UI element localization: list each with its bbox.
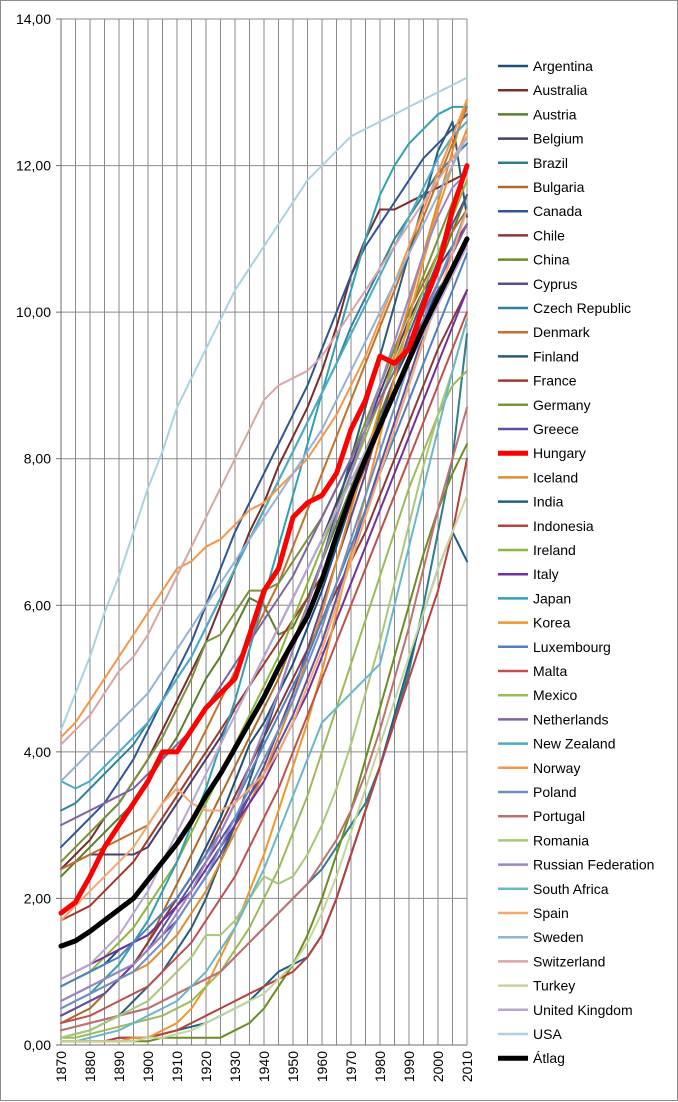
series-line-hungary xyxy=(58,163,470,916)
series-line-romania xyxy=(60,318,468,1039)
series-line-mexico xyxy=(60,369,468,1039)
legend-label-japan: Japan xyxy=(533,590,571,606)
series-line--tlag xyxy=(58,236,470,949)
series-lines xyxy=(58,76,470,1043)
legend-label-iceland: Iceland xyxy=(533,469,578,485)
legend-label-chile: Chile xyxy=(533,227,565,243)
series-line-norway xyxy=(60,98,468,739)
series-line-portugal xyxy=(60,406,468,1032)
x-tick-label: 1930 xyxy=(227,1051,243,1082)
y-tick-label: 2,00 xyxy=(24,890,51,906)
series-line-malta xyxy=(60,311,468,1024)
legend-label-united-kingdom: United Kingdom xyxy=(533,1002,633,1018)
legend-label-denmark: Denmark xyxy=(533,324,591,340)
legend-label-belgium: Belgium xyxy=(533,131,584,147)
legend-label-portugal: Portugal xyxy=(533,808,585,824)
series-line-ireland xyxy=(60,179,468,988)
y-tick-label: 10,00 xyxy=(16,304,51,320)
x-tick-label: 1960 xyxy=(314,1051,330,1082)
x-tick-label: 1980 xyxy=(372,1051,388,1082)
legend-label--tlag: Átlag xyxy=(533,1050,565,1066)
legend-label-russian-federation: Russian Federation xyxy=(533,857,654,873)
series-line-finland xyxy=(60,120,468,1039)
series-line-denmark xyxy=(60,105,468,871)
legend-label-argentina: Argentina xyxy=(533,58,593,74)
legend-label-switzerland: Switzerland xyxy=(533,953,605,969)
legend-label-finland: Finland xyxy=(533,348,579,364)
x-tick-label: 1870 xyxy=(53,1051,69,1082)
legend-label-brazil: Brazil xyxy=(533,155,568,171)
x-tick-label: 2010 xyxy=(459,1051,475,1082)
legend-label-poland: Poland xyxy=(533,784,577,800)
legend-label-indonesia: Indonesia xyxy=(533,518,594,534)
legend-label-france: France xyxy=(533,373,577,389)
series-line-canada xyxy=(60,113,468,849)
y-tick-label: 14,00 xyxy=(16,11,51,27)
x-tick-label: 1940 xyxy=(256,1051,272,1082)
legend-label-canada: Canada xyxy=(533,203,582,219)
series-line-usa xyxy=(60,76,468,731)
series-line-sweden xyxy=(60,135,468,783)
legend-label-south-africa: South Africa xyxy=(533,881,609,897)
legend-label-sweden: Sweden xyxy=(533,929,584,945)
series-line-indonesia xyxy=(60,457,468,1043)
y-tick-label: 4,00 xyxy=(24,744,51,760)
legend-label-luxembourg: Luxembourg xyxy=(533,639,611,655)
legend-label-hungary: Hungary xyxy=(533,445,586,461)
legend-label-austria: Austria xyxy=(533,106,577,122)
legend-label-greece: Greece xyxy=(533,421,579,437)
legend-label-romania: Romania xyxy=(533,832,589,848)
series-line-spain xyxy=(60,208,468,922)
x-tick-label: 1920 xyxy=(198,1051,214,1082)
y-axis-tick-labels: 0,00 2,00 4,00 6,00 8,00 10,00 12,00 14,00 xyxy=(16,11,61,1053)
legend-label-turkey: Turkey xyxy=(533,978,575,994)
series-line-russian-federation xyxy=(60,171,468,1002)
y-tick-label: 0,00 xyxy=(24,1037,51,1053)
x-tick-label: 1950 xyxy=(285,1051,301,1082)
legend-label-bulgaria: Bulgaria xyxy=(533,179,585,195)
legend-label-spain: Spain xyxy=(533,905,569,921)
series-line-south-africa xyxy=(60,318,468,1043)
legend-label-italy: Italy xyxy=(533,566,559,582)
legend-label-malta: Malta xyxy=(533,663,567,679)
legend-label-germany: Germany xyxy=(533,397,591,413)
grid xyxy=(60,18,468,1046)
legend-label-ireland: Ireland xyxy=(533,542,576,558)
legend-label-usa: USA xyxy=(533,1026,562,1042)
legend-label-australia: Australia xyxy=(533,82,588,98)
series-line-switzerland xyxy=(60,135,468,746)
series-line-luxembourg xyxy=(60,252,468,988)
x-tick-label: 2000 xyxy=(430,1051,446,1082)
axes xyxy=(60,19,467,1046)
legend-label-czech-republic: Czech Republic xyxy=(533,300,631,316)
y-tick-label: 6,00 xyxy=(24,597,51,613)
series-line-new-zealand xyxy=(60,120,468,790)
series-line-italy xyxy=(60,289,468,980)
x-tick-label: 1900 xyxy=(140,1051,156,1082)
legend-label-cyprus: Cyprus xyxy=(533,276,577,292)
legend-label-china: China xyxy=(533,252,570,268)
x-tick-label: 1910 xyxy=(169,1051,185,1082)
y-tick-label: 8,00 xyxy=(24,451,51,467)
legend: Argentina Australia Austria Belgium Brazil Bu… xyxy=(498,58,654,1066)
x-tick-label: 1880 xyxy=(82,1051,98,1082)
legend-label-norway: Norway xyxy=(533,760,580,776)
x-axis-tick-labels: 1870 1880 1890 1900 1910 1920 1930 1940 1950 1960… xyxy=(53,1051,475,1082)
y-tick-label: 12,00 xyxy=(16,158,51,174)
legend-label-new-zealand: New Zealand xyxy=(533,736,616,752)
x-tick-label: 1990 xyxy=(401,1051,417,1082)
legend-label-mexico: Mexico xyxy=(533,687,578,703)
legend-label-korea: Korea xyxy=(533,615,571,631)
series-line-turkey xyxy=(60,494,468,1043)
legend-label-india: India xyxy=(533,494,564,510)
x-tick-label: 1970 xyxy=(343,1051,359,1082)
series-line-poland xyxy=(60,208,468,1010)
legend-label-netherlands: Netherlands xyxy=(533,711,609,727)
x-tick-label: 1890 xyxy=(111,1051,127,1082)
